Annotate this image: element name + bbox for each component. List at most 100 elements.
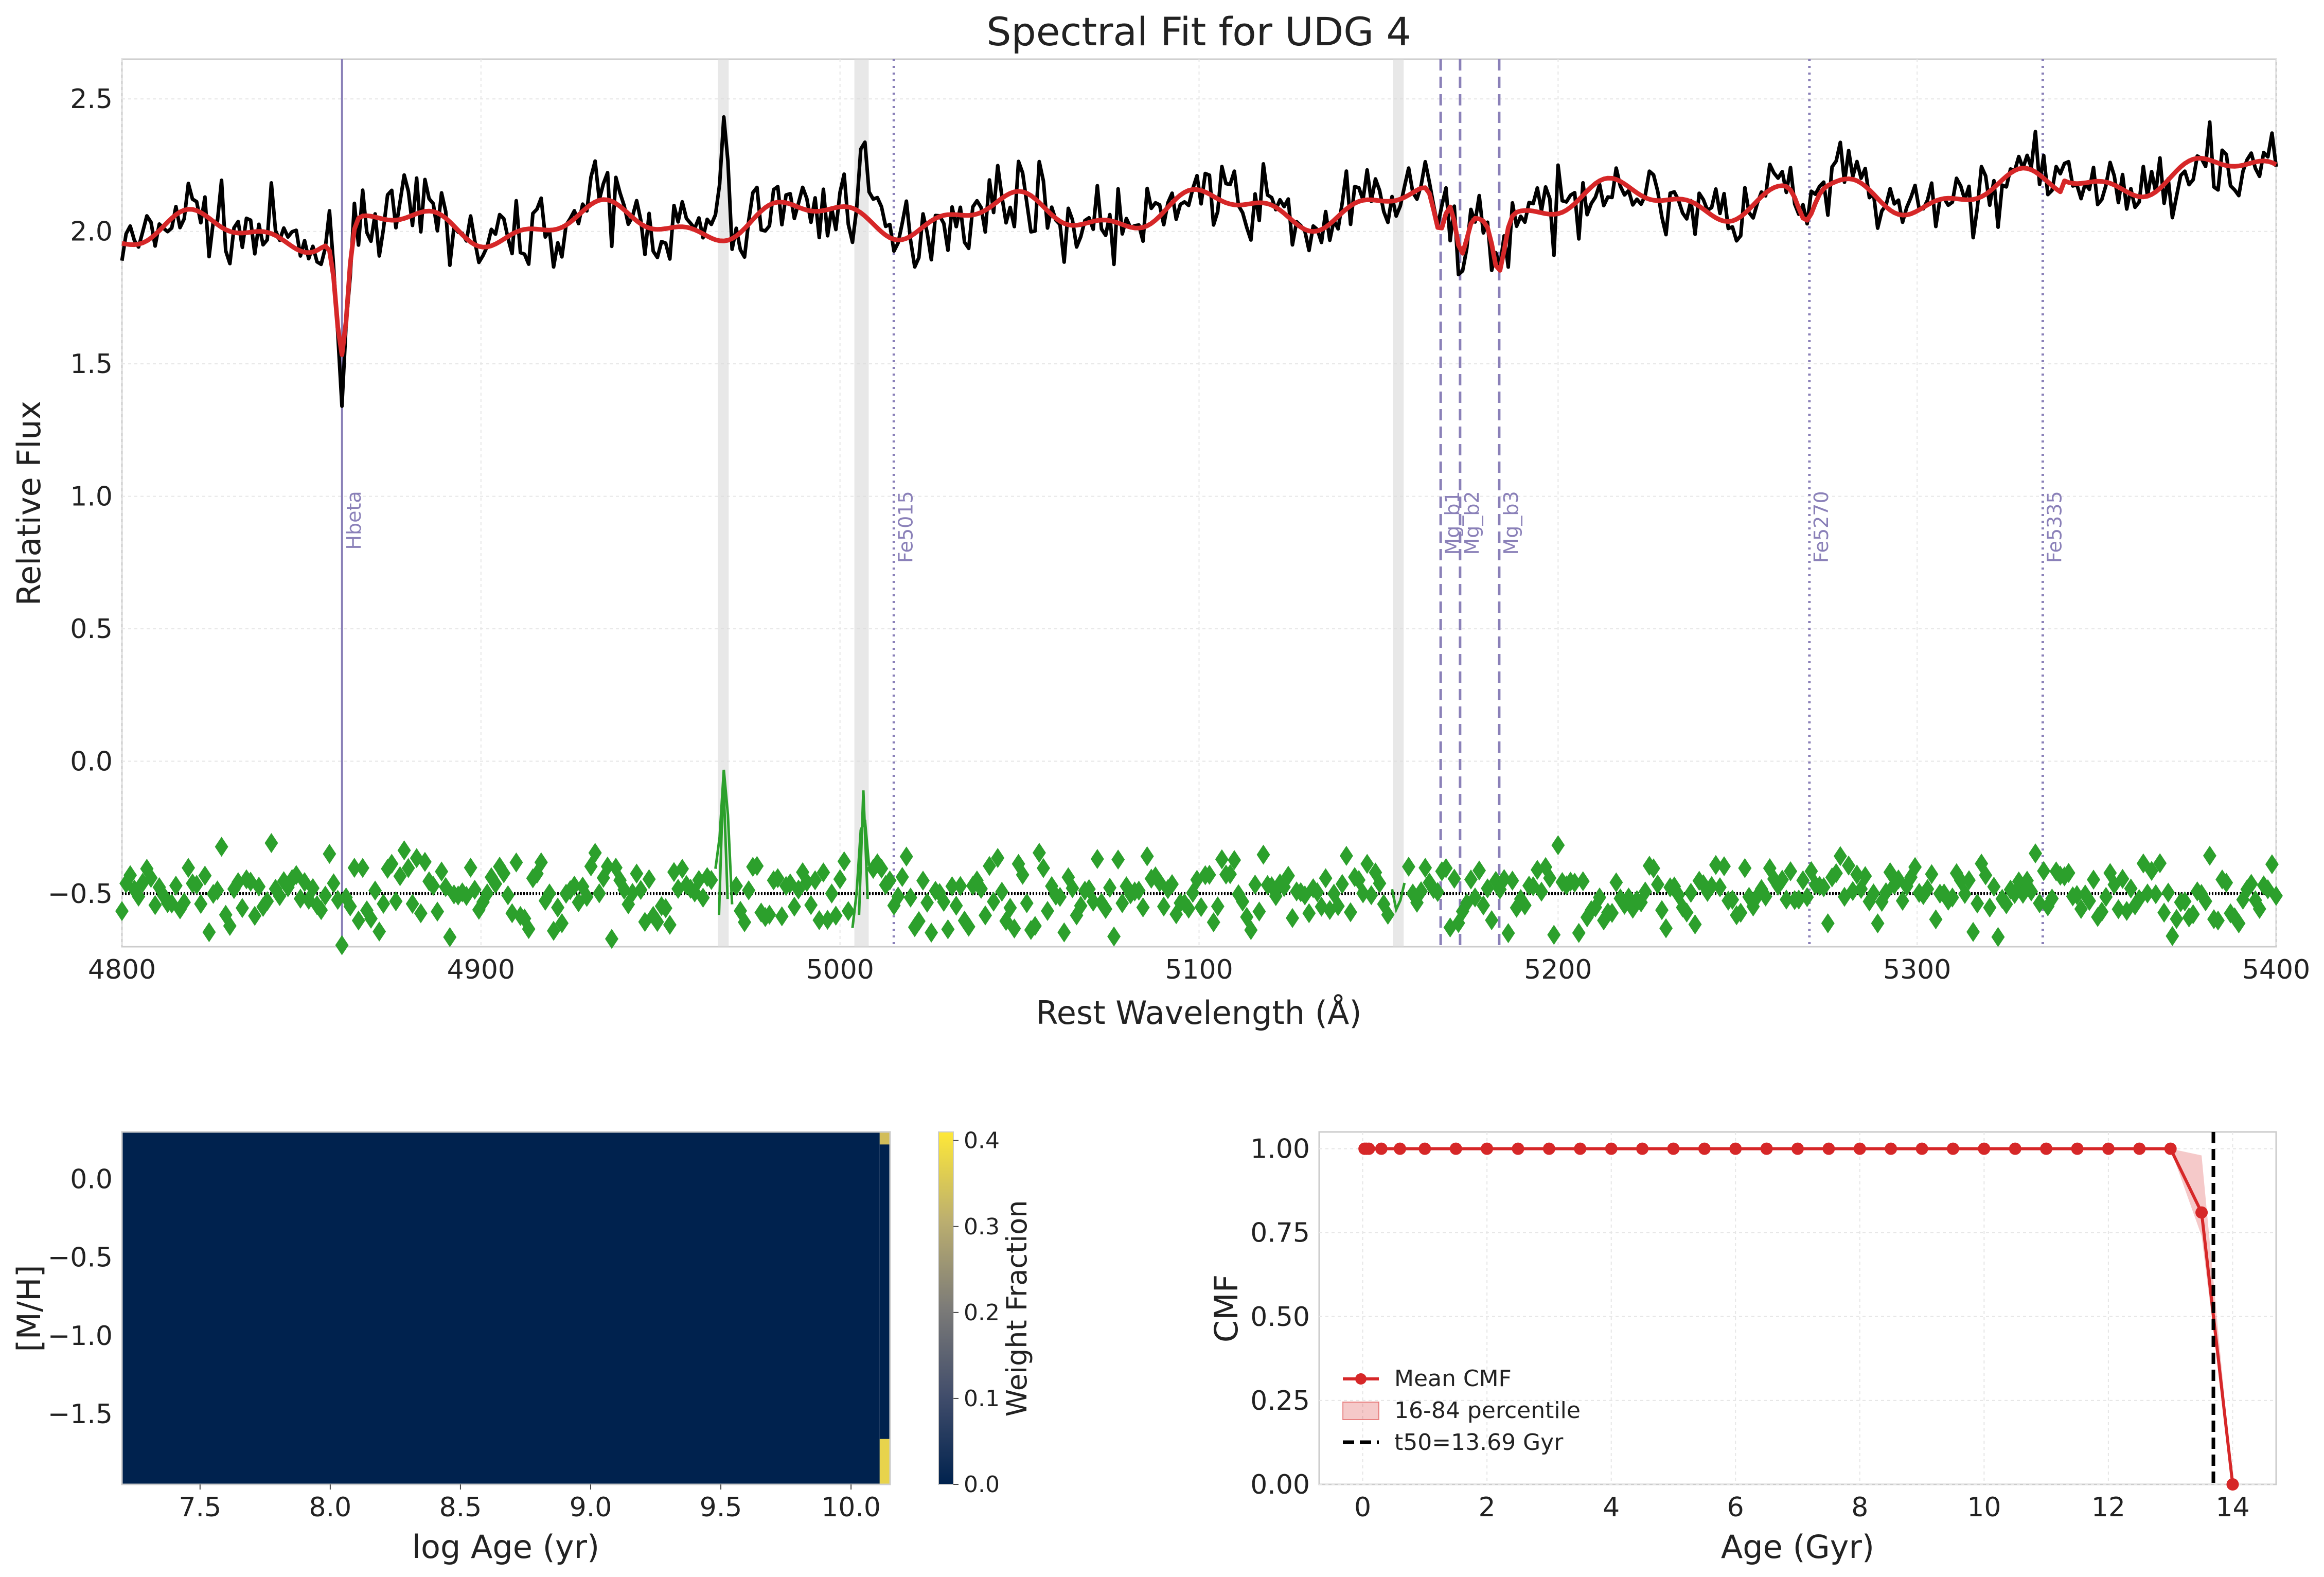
residual-point	[1784, 861, 1798, 881]
residual-point	[2037, 861, 2051, 881]
residual-point	[2203, 845, 2216, 866]
mean-cmf-point	[2102, 1142, 2115, 1155]
residual-point	[1286, 908, 1300, 928]
y-tick-label: 2.5	[70, 84, 113, 115]
residual-point	[401, 858, 415, 878]
spectrum-x-axis-label: Rest Wavelength (Å)	[1036, 994, 1361, 1032]
residual-point	[1360, 854, 1374, 874]
heatmap-column	[879, 1132, 890, 1484]
residual-point	[1074, 895, 1088, 916]
residual-point	[1381, 905, 1395, 925]
feature-label: Mg_b2	[1461, 491, 1483, 555]
residual-point	[2211, 910, 2225, 931]
mean-cmf-point	[2133, 1142, 2146, 1155]
mean-cmf-point	[1574, 1142, 1587, 1155]
residual-point	[1651, 874, 1664, 895]
residual-point	[393, 866, 407, 887]
residual-point	[1343, 902, 1357, 923]
mean-cmf-point	[1946, 1142, 1959, 1155]
y-tick-label: 1.5	[70, 349, 113, 380]
heatmap-cell	[879, 1132, 890, 1145]
residual-point	[318, 885, 332, 906]
residual-point	[1414, 881, 1428, 901]
mean-cmf-point	[1375, 1142, 1388, 1155]
x-tick-label: 7.5	[179, 1492, 221, 1523]
residual-point	[1136, 897, 1150, 918]
y-tick-label: 0.0	[70, 1164, 113, 1195]
residual-point	[1759, 887, 1772, 907]
residual-point	[1115, 893, 1129, 913]
residual-point	[949, 895, 963, 916]
residual-point	[431, 901, 445, 922]
residual-point	[418, 852, 432, 872]
residual-point	[2074, 899, 2088, 919]
residual-point	[389, 891, 403, 912]
residual-point	[634, 880, 648, 900]
residual-point	[1310, 882, 1324, 902]
residual-point	[1057, 922, 1071, 943]
x-tick-label: 8	[1851, 1492, 1868, 1523]
x-tick-label: 5000	[806, 954, 874, 985]
residual-point	[123, 865, 137, 885]
residual-point	[464, 857, 477, 878]
residual-point	[351, 910, 365, 931]
residual-point	[1319, 868, 1333, 889]
emission-residual-spike	[718, 777, 729, 915]
residual-point	[1929, 909, 1943, 930]
residual-point	[1211, 896, 1225, 917]
residual-point	[1194, 897, 1208, 917]
feature-label: Hbeta	[343, 491, 365, 550]
colorbar-tick-label: 0.4	[964, 1128, 1000, 1154]
residual-point	[555, 913, 569, 933]
residual-point	[1302, 903, 1316, 924]
colorbar-tick-label: 0.3	[964, 1214, 1000, 1240]
residual-point	[916, 871, 930, 891]
y-tick-label: 1.00	[1250, 1134, 1310, 1165]
residual-point	[630, 863, 644, 884]
residual-point	[2025, 881, 2038, 901]
residual-point	[1991, 927, 2005, 947]
feature-label: Fe5270	[1810, 491, 1833, 563]
residual-point	[1796, 870, 1810, 891]
residual-point	[542, 883, 556, 903]
residual-point	[260, 891, 274, 912]
residual-point	[1140, 846, 1154, 866]
residual-point	[1780, 889, 1794, 910]
residual-point	[2244, 874, 2258, 894]
mean-cmf-point	[2164, 1142, 2177, 1155]
residual-point	[1535, 881, 1549, 902]
residual-point	[800, 872, 814, 892]
residual-point	[1215, 849, 1229, 870]
residual-point	[1447, 869, 1461, 889]
residual-point	[742, 880, 756, 900]
residual-point	[1053, 887, 1067, 907]
residual-point	[405, 894, 419, 914]
residual-point	[115, 901, 129, 922]
residual-point	[1979, 865, 1993, 885]
residual-point	[1833, 846, 1847, 866]
residual-point	[377, 894, 391, 914]
residual-point	[833, 869, 847, 890]
residual-point	[1792, 889, 1806, 910]
residual-point	[2166, 926, 2179, 946]
residual-point	[2029, 843, 2043, 864]
residual-point	[1331, 896, 1345, 916]
residual-point	[1908, 857, 1922, 877]
residual-point	[190, 875, 204, 895]
residual-point	[567, 875, 581, 896]
mean-cmf-point	[1853, 1142, 1866, 1155]
colorbar-tick-label: 0.2	[964, 1300, 1000, 1326]
residual-point	[1966, 922, 1980, 942]
residual-point	[1090, 849, 1104, 870]
residual-point	[1165, 874, 1179, 894]
cmf-x-axis-label: Age (Gyr)	[1721, 1528, 1874, 1566]
residual-point	[1717, 856, 1731, 877]
residual-point	[372, 922, 386, 942]
mean-cmf-point	[1822, 1142, 1835, 1155]
residual-point	[2161, 882, 2175, 903]
residual-point	[1157, 896, 1170, 917]
residual-point	[169, 875, 183, 896]
residual-point	[468, 879, 482, 900]
model-spectrum-line	[121, 156, 2277, 357]
residual-point	[1659, 918, 1673, 938]
